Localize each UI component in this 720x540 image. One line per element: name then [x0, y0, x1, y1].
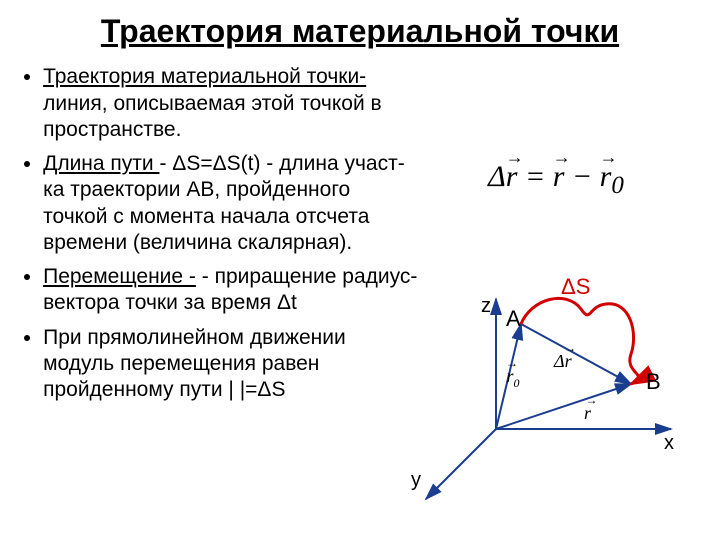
slide: Траектория материальной точки Траектория… — [0, 0, 720, 540]
label-A: A — [506, 306, 521, 331]
sub-zero: 0 — [611, 172, 624, 199]
diagram-label-r0: r0 → — [506, 356, 524, 391]
bullet-1: Траектория материальной точки- линия, оп… — [43, 64, 420, 143]
bullet-2: Длина пути - ΔS=ΔS(t) - длина участ-ка т… — [43, 151, 420, 256]
vec-r: r — [553, 160, 565, 194]
label-y: y — [411, 469, 421, 491]
diagram-label-r: r → — [584, 393, 598, 423]
displacement-formula: Δr = r − r0 — [406, 160, 706, 200]
bullet-list: Траектория материальной точки- линия, оп… — [20, 64, 420, 411]
term-trajectory: Траектория материальной точки- — [43, 65, 366, 88]
bullet-3: Перемещение - - приращение радиус-вектор… — [43, 264, 420, 317]
label-z: z — [481, 295, 491, 317]
page-title: Траектория материальной точки — [20, 12, 700, 50]
label-dS: ΔS — [561, 274, 590, 299]
figure-area: Δr = r − r0 z x y — [406, 160, 706, 520]
trajectory-diagram: z x y A B ΔS r0 → Δr → r → — [406, 204, 706, 524]
delta-sym: Δ — [488, 160, 506, 193]
term-displacement: Перемещение - — [43, 265, 196, 288]
trajectory-path — [521, 298, 639, 384]
bullet-1-text: линия, описываемая этой точкой в простра… — [43, 92, 382, 141]
vec-r0: r — [600, 160, 612, 194]
axis-y — [426, 429, 496, 499]
term-pathlength: Длина пути — [43, 152, 159, 175]
label-B: B — [646, 369, 661, 394]
vec-r-delta: r — [506, 160, 518, 194]
label-x: x — [664, 432, 674, 454]
vector-r — [496, 384, 631, 429]
bullet-4: При прямолинейном движении модуль переме… — [43, 325, 420, 404]
diagram-label-dr: Δr → — [553, 341, 576, 371]
